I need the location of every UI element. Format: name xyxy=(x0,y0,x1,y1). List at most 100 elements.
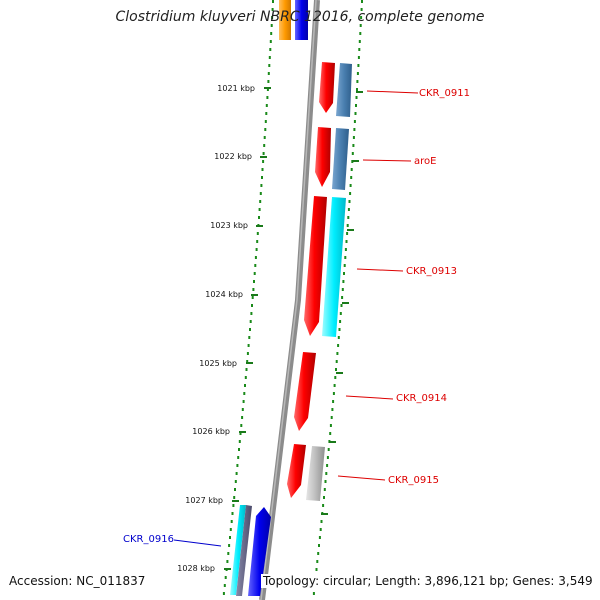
scale-dot xyxy=(340,304,343,307)
scale-dot xyxy=(361,0,363,3)
gene-label-CKR_0913[interactable]: CKR_0913 xyxy=(406,266,457,277)
gene-arrow-CKR_0914[interactable] xyxy=(294,352,316,431)
scale-dot xyxy=(332,392,335,395)
scale-dot xyxy=(346,224,349,227)
scale-dot xyxy=(263,136,266,139)
scale-dot xyxy=(338,328,341,331)
scale-dot xyxy=(329,424,332,427)
scale-dot xyxy=(242,400,245,403)
scale-dot xyxy=(334,376,337,379)
scale-dot xyxy=(234,480,237,483)
tick-mark xyxy=(264,87,271,89)
scale-ticks xyxy=(224,87,363,570)
scale-dot xyxy=(262,160,265,163)
gene-arrow-CKR_0913[interactable] xyxy=(304,196,327,336)
gene-arrow-slate[interactable] xyxy=(236,505,252,596)
scale-dot xyxy=(318,544,320,547)
scale-dot xyxy=(233,496,236,499)
scale-dot xyxy=(333,384,336,387)
scale-dot xyxy=(241,416,244,419)
gene-label-CKR_0911[interactable]: CKR_0911 xyxy=(419,88,470,99)
tick-mark xyxy=(224,568,231,570)
scale-dot xyxy=(315,568,318,571)
scale-dot xyxy=(324,480,327,483)
gene-label-CKR_0915[interactable]: CKR_0915 xyxy=(388,475,439,486)
gene-label-CKR_0916[interactable]: CKR_0916 xyxy=(123,534,174,545)
scale-dot xyxy=(266,96,269,99)
scale-dot xyxy=(331,408,334,411)
scale-dot xyxy=(358,40,361,43)
scale-dot xyxy=(319,528,322,531)
gene-arrow-grey[interactable] xyxy=(306,446,325,501)
genome-title: Clostridium kluyveri NBRC 12016, complet… xyxy=(115,9,485,25)
scale-dot xyxy=(261,176,263,179)
scale-dot xyxy=(272,0,274,3)
scale-dot xyxy=(353,120,356,123)
scale-dot xyxy=(258,208,261,211)
scale-dot xyxy=(323,488,326,491)
scale-dot xyxy=(265,112,268,115)
scale-dot xyxy=(248,336,251,339)
gene-arrow-aroE[interactable] xyxy=(315,127,331,187)
gene-label-CKR_0914[interactable]: CKR_0914 xyxy=(396,393,447,404)
scale-dot xyxy=(271,16,274,19)
gene-label-aroE[interactable]: aroE xyxy=(414,156,436,167)
scale-dot xyxy=(356,88,358,91)
gene-arrow-blue[interactable] xyxy=(248,507,271,596)
scale-dot xyxy=(263,144,266,147)
scale-dot xyxy=(342,280,345,283)
gene-arrow-CKR_0916[interactable] xyxy=(230,505,246,595)
scale-dot xyxy=(353,128,356,131)
scale-dot xyxy=(249,328,251,331)
gene-arrow-steel-1[interactable] xyxy=(336,63,352,117)
scale-dot xyxy=(240,424,243,427)
scale-dot xyxy=(246,352,249,355)
tick-label: 1025 kbp xyxy=(199,359,237,368)
gene-arrow-CKR_0915[interactable] xyxy=(287,444,306,498)
scale-dot xyxy=(231,512,234,515)
scale-dot xyxy=(259,200,262,203)
scale-dot xyxy=(262,152,265,155)
tick-mark xyxy=(232,500,239,502)
scale-dot xyxy=(222,592,225,595)
scale-dot xyxy=(343,264,346,267)
gene-arrow-steel-2[interactable] xyxy=(332,128,349,190)
scale-dot xyxy=(357,56,360,59)
scale-dot xyxy=(355,96,358,99)
scale-dot xyxy=(332,400,335,403)
scale-dot xyxy=(253,280,255,283)
genome-summary-text: Topology: circular; Length: 3,896,121 bp… xyxy=(261,574,595,588)
scale-dot xyxy=(317,552,320,555)
scale-dot xyxy=(245,368,248,371)
scale-dot xyxy=(356,72,359,75)
scale-dot xyxy=(344,248,347,251)
scale-dot xyxy=(344,256,347,259)
scale-dot xyxy=(232,504,235,507)
scale-dot xyxy=(244,376,247,379)
scale-dot xyxy=(260,184,263,187)
scale-dot xyxy=(341,288,344,291)
scale-dot xyxy=(336,352,339,355)
gene-arrow-CKR_0911[interactable] xyxy=(319,62,335,113)
scale-dot xyxy=(348,200,351,203)
scale-dot xyxy=(226,560,229,563)
gene-arrow-cyan[interactable] xyxy=(322,197,346,337)
scale-dot xyxy=(229,536,231,539)
scale-dot xyxy=(254,256,257,259)
scale-dot xyxy=(326,456,329,459)
tick-mark xyxy=(251,294,258,296)
gene-labels: CKR_0911 aroE CKR_0913 CKR_0914 CKR_0915… xyxy=(123,88,470,545)
scale-dot xyxy=(349,192,352,195)
scale-dot xyxy=(252,288,255,291)
gene-features xyxy=(230,62,352,596)
scale-dot xyxy=(236,464,239,467)
scale-dot xyxy=(318,536,321,539)
tick-label: 1022 kbp xyxy=(214,152,252,161)
scale-dot xyxy=(327,448,330,451)
scale-dot xyxy=(270,32,273,35)
genome-backbone xyxy=(259,0,320,600)
scale-dot xyxy=(261,168,264,171)
scale-dot xyxy=(223,584,226,587)
scale-dot xyxy=(351,152,354,155)
scale-dot xyxy=(227,552,230,555)
